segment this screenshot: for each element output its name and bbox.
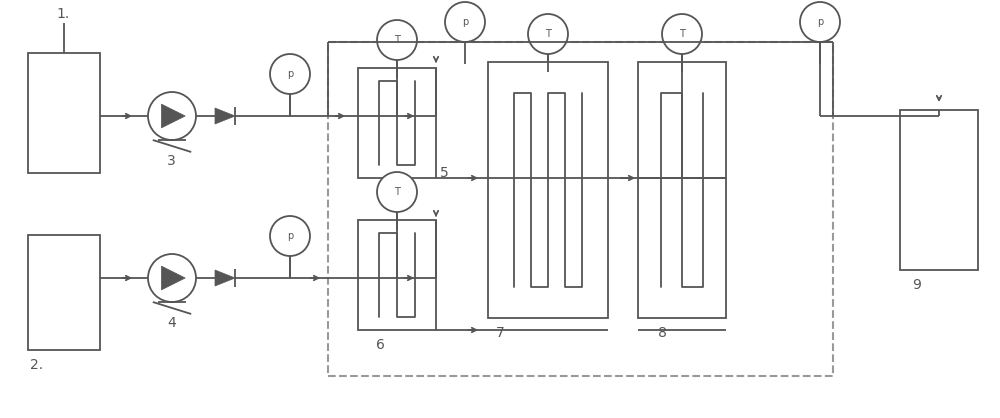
Text: T: T: [394, 35, 400, 45]
Text: 6: 6: [376, 338, 385, 352]
Text: 5: 5: [440, 166, 449, 180]
Bar: [900, 110, 978, 270]
Text: p: p: [287, 231, 293, 241]
Circle shape: [445, 2, 485, 42]
Polygon shape: [215, 270, 235, 286]
Bar: [638, 62, 726, 318]
Text: T: T: [394, 187, 400, 197]
Circle shape: [377, 172, 417, 212]
Text: 2.: 2.: [30, 358, 43, 372]
Text: 1.: 1.: [56, 7, 69, 21]
Polygon shape: [161, 266, 185, 290]
Bar: [488, 62, 608, 318]
Circle shape: [148, 254, 196, 302]
Circle shape: [377, 20, 417, 60]
Circle shape: [270, 216, 310, 256]
Text: p: p: [462, 17, 468, 27]
Text: 8: 8: [658, 326, 667, 340]
Text: T: T: [679, 29, 685, 39]
Text: 7: 7: [496, 326, 505, 340]
Text: 9: 9: [912, 278, 921, 292]
Circle shape: [528, 14, 568, 54]
Polygon shape: [215, 108, 235, 124]
Text: p: p: [817, 17, 823, 27]
Bar: [28, 53, 100, 173]
Circle shape: [148, 92, 196, 140]
Bar: [358, 68, 436, 178]
Circle shape: [800, 2, 840, 42]
Text: 3: 3: [167, 154, 176, 168]
Bar: [28, 235, 100, 350]
Polygon shape: [161, 104, 185, 128]
Bar: [328, 42, 833, 376]
Text: T: T: [545, 29, 551, 39]
Text: 4: 4: [167, 316, 176, 330]
Text: p: p: [287, 69, 293, 79]
Circle shape: [270, 54, 310, 94]
Circle shape: [662, 14, 702, 54]
Bar: [358, 220, 436, 330]
